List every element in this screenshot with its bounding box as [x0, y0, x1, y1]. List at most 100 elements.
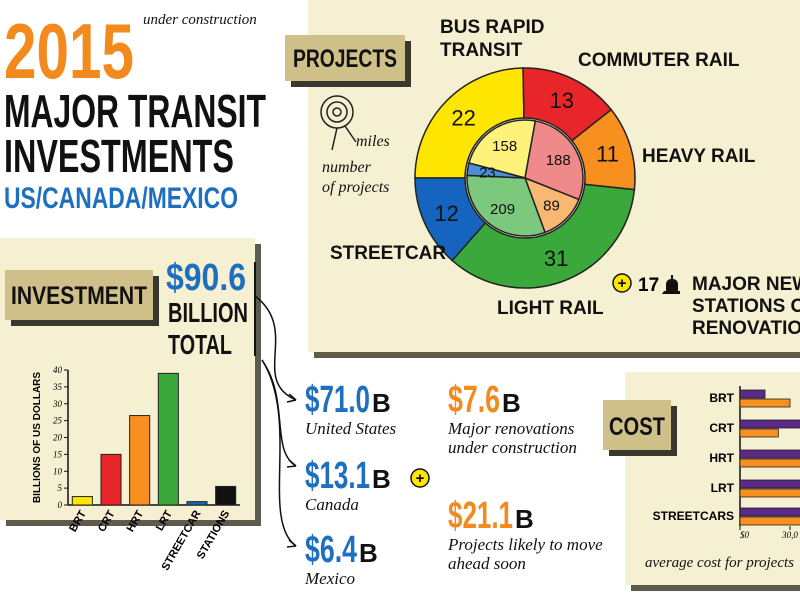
- bar: [186, 501, 208, 506]
- amount-unit: B: [502, 388, 521, 418]
- segment-name: LIGHT RAIL: [497, 298, 604, 319]
- y-tick-label: 35: [52, 382, 63, 392]
- segment-value: 89: [543, 197, 560, 214]
- note: under construction: [143, 12, 257, 28]
- pie-slice: [524, 120, 584, 201]
- x-tick-label: 30,0: [781, 530, 798, 540]
- projects-tag: PROJECTS: [293, 45, 397, 73]
- legend-icon: [320, 95, 357, 151]
- y-tick-label: STREETCARS: [653, 509, 734, 523]
- pie-slice: [466, 162, 526, 179]
- amount-label: ahead soon: [448, 554, 526, 573]
- y-tick-label: 15: [53, 449, 63, 459]
- legend-label: of projects: [322, 179, 389, 196]
- stations-label: RENOVATIONS: [692, 318, 800, 339]
- region: US/CANADA/MEXICO: [4, 182, 238, 215]
- stations-label: MAJOR NEW: [692, 274, 800, 295]
- tag-box: [603, 400, 671, 450]
- y-tick-label: 25: [53, 416, 63, 426]
- title-line: INVESTMENTS: [4, 130, 234, 182]
- segment-value: 11: [596, 142, 619, 167]
- plus-sign: +: [618, 275, 627, 292]
- segment-name: TRANSIT: [440, 40, 523, 61]
- amount-unit: B: [359, 538, 378, 568]
- y-tick-label: 5: [58, 483, 63, 493]
- bar: [739, 458, 800, 468]
- amount-label: Mexico: [304, 569, 355, 588]
- title-line: MAJOR TRANSIT: [4, 85, 266, 137]
- plus-badge: [410, 468, 430, 488]
- bar: [739, 449, 800, 459]
- x-tick-label: $0: [740, 530, 750, 540]
- cost-caption: average cost for projects: [645, 555, 794, 571]
- cost-chart: $0 30,0 BRT CRT HRT LRT STREETCARS: [653, 386, 800, 540]
- y-axis-label: BILLIONS OF US DOLLARS: [32, 372, 43, 503]
- stations-label: STATIONS OR: [692, 296, 800, 317]
- amount: $71.0: [305, 379, 370, 421]
- segment-name: COMMUTER RAIL: [578, 50, 740, 71]
- investment-tag: INVESTMENT: [11, 282, 147, 310]
- amount-label: Major renovations: [447, 419, 575, 438]
- y-tick-label: 40: [53, 365, 63, 375]
- segment-name: HEAVY RAIL: [642, 146, 756, 167]
- arrows: [254, 295, 297, 548]
- segment-value: 158: [492, 138, 517, 155]
- cost-tag: COST: [609, 413, 665, 441]
- segment-value: 23: [479, 164, 496, 181]
- amount-unit: B: [372, 464, 391, 494]
- amount: $7.6: [448, 379, 500, 421]
- bar: [739, 488, 800, 498]
- tag-box: [285, 35, 405, 81]
- stations-count: 17: [638, 275, 659, 296]
- y-tick-label: 10: [53, 466, 63, 476]
- bar: [100, 453, 122, 506]
- bar: [739, 419, 800, 429]
- amount-label: United States: [305, 419, 397, 438]
- legend-label: number: [322, 159, 372, 176]
- bar: [739, 516, 800, 526]
- amount-label: Projects likely to move: [447, 535, 603, 554]
- bar: [739, 389, 766, 399]
- plus-sign: +: [416, 470, 425, 487]
- total-amount: $90.6: [166, 257, 246, 299]
- plus-badge: [612, 273, 632, 293]
- bar: [71, 496, 93, 506]
- total-text: BILLION: [168, 297, 248, 328]
- amount-unit: B: [372, 388, 391, 418]
- segment-value: 13: [549, 88, 573, 113]
- segment-value: 22: [451, 105, 475, 130]
- segment-name: STREETCAR: [330, 243, 446, 264]
- ring-segment: [414, 177, 487, 262]
- segment-value: 12: [434, 201, 458, 226]
- bar: [739, 428, 779, 438]
- bar: [129, 415, 151, 506]
- y-tick-label: 0: [58, 500, 63, 510]
- amount: $13.1: [305, 455, 370, 497]
- segment-value: 209: [490, 201, 515, 218]
- y-tick-label: 30: [52, 399, 63, 409]
- y-tick-label: 20: [53, 433, 63, 443]
- y-tick-label: HRT: [709, 451, 734, 465]
- y-tick-label: LRT: [711, 481, 735, 495]
- pie-slice: [466, 174, 547, 237]
- y-tick-label: BRT: [709, 391, 734, 405]
- segment-value: 31: [544, 246, 568, 271]
- bar: [215, 485, 237, 506]
- total-text: TOTAL: [168, 329, 232, 360]
- ring-segment: [451, 183, 636, 289]
- pie-slice: [468, 119, 537, 179]
- bar: [157, 372, 179, 506]
- bar: [739, 507, 800, 517]
- amount-label: Canada: [305, 495, 359, 514]
- bar: [739, 398, 791, 408]
- tag-box: [5, 270, 153, 320]
- segment-value: 188: [546, 152, 571, 169]
- y-tick-label: CRT: [709, 421, 734, 435]
- amount-unit: B: [515, 504, 534, 534]
- amount: $6.4: [305, 529, 357, 571]
- ring-segment: [414, 67, 525, 179]
- year: 2015: [4, 7, 134, 95]
- segment-name: BUS RAPID: [440, 17, 545, 38]
- legend-label: miles: [356, 133, 390, 150]
